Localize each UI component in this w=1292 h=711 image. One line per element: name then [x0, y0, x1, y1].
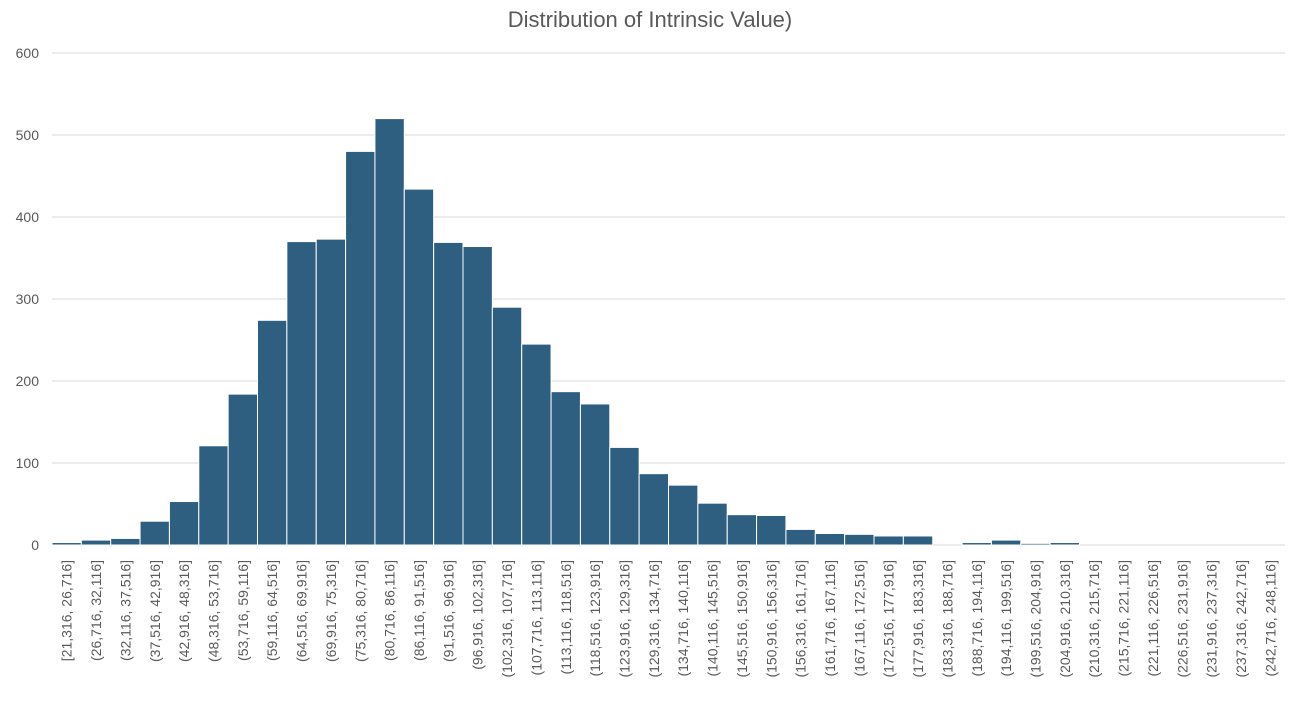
x-tick-label: (96,916, 102,316]	[470, 560, 486, 670]
x-tick-label: (118,516, 123,916]	[587, 560, 603, 677]
x-tick-label: (188,716, 194,116]	[969, 560, 985, 677]
y-tick-label: 300	[16, 291, 40, 307]
x-tick-label: (32,116, 37,516]	[117, 560, 133, 661]
histogram-bar	[961, 542, 992, 546]
bars	[51, 118, 1080, 546]
histogram-bar	[110, 537, 141, 546]
histogram-bar	[873, 535, 904, 546]
x-tick-label: (107,716, 113,116]	[528, 560, 544, 675]
histogram-bar	[668, 484, 699, 546]
x-tick-label: (129,316, 134,716]	[646, 560, 662, 678]
histogram-bar	[844, 533, 875, 546]
x-tick-label: (69,916, 75,316]	[323, 560, 339, 662]
histogram-bar	[1020, 542, 1051, 546]
x-axis-tick-labels: [21,316, 26,716] (26,716, 32,116] (32,116,…	[59, 560, 1279, 678]
x-tick-label: (242,716, 248,116]	[1262, 560, 1278, 677]
x-tick-label: (64,516, 69,916]	[294, 560, 310, 662]
histogram-bar	[345, 150, 376, 546]
histogram-bar	[1049, 542, 1080, 546]
x-tick-label: (145,516, 150,916]	[734, 560, 750, 678]
x-tick-label: (134,716, 140,116]	[675, 560, 691, 677]
histogram-bar	[902, 535, 934, 546]
x-tick-label: (75,316, 80,716]	[352, 560, 368, 662]
histogram-bar	[609, 446, 640, 546]
histogram-bar	[814, 533, 846, 546]
x-tick-label: (123,916, 129,316]	[616, 560, 632, 678]
x-tick-label: (59,116, 64,516]	[264, 560, 280, 661]
x-tick-label: (26,716, 32,116]	[88, 560, 104, 661]
x-tick-label: (156,316, 161,716]	[793, 560, 809, 678]
histogram-bar	[403, 188, 435, 546]
histogram-bar	[726, 514, 758, 546]
x-tick-label: (91,516, 96,916]	[440, 560, 456, 662]
x-tick-label: (42,916, 48,316]	[176, 560, 192, 662]
x-tick-label: (226,516, 231,916]	[1174, 560, 1190, 678]
x-tick-label: (210,316, 215,716]	[1086, 560, 1102, 678]
x-tick-label: (215,716, 221,116]	[1116, 560, 1132, 677]
x-tick-label: (172,516, 177,916]	[881, 560, 897, 678]
y-axis-tick-labels: 0 100 200 300 400 500 600	[16, 45, 40, 553]
histogram-bar	[697, 502, 728, 546]
histogram-bar	[579, 403, 611, 546]
histogram-bar	[462, 246, 493, 546]
x-tick-label: (167,116, 172,516]	[851, 560, 867, 677]
x-tick-label: (204,916, 210,316]	[1057, 560, 1073, 678]
y-tick-label: 100	[16, 455, 40, 471]
histogram-bar	[491, 306, 523, 546]
histogram-bar	[139, 520, 170, 546]
y-tick-label: 400	[16, 209, 40, 225]
histogram-bar	[756, 514, 787, 546]
x-tick-label: (199,516, 204,916]	[1027, 560, 1043, 678]
x-tick-label: (150,916, 156,316]	[763, 560, 779, 678]
histogram-bar	[51, 542, 82, 546]
histogram-bar	[168, 501, 200, 546]
histogram-bar	[785, 528, 816, 546]
histogram-bar	[257, 319, 288, 546]
histogram-bar	[433, 241, 464, 546]
histogram-bar	[286, 241, 317, 546]
histogram-bar	[550, 391, 581, 546]
y-tick-label: 200	[16, 373, 40, 389]
histogram-bar	[521, 343, 552, 546]
histogram-bar	[374, 118, 405, 546]
y-tick-label: 600	[16, 45, 40, 61]
x-tick-label: (194,116, 199,516]	[998, 560, 1014, 677]
y-tick-label: 500	[16, 127, 40, 143]
histogram-bar	[315, 238, 347, 546]
x-tick-label: (80,716, 86,116]	[382, 560, 398, 661]
x-tick-label: (237,316, 242,716]	[1233, 560, 1249, 678]
histogram-bar	[198, 445, 229, 546]
x-tick-label: (221,116, 226,516]	[1145, 560, 1161, 677]
x-tick-label: (183,316, 188,716]	[939, 560, 955, 678]
x-tick-label: (37,516, 42,916]	[147, 560, 163, 662]
y-tick-label: 0	[31, 537, 39, 553]
x-tick-label: (161,716, 167,116]	[822, 560, 838, 677]
x-tick-label: [21,316, 26,716]	[59, 560, 75, 661]
histogram-bar	[227, 393, 258, 546]
x-tick-label: (140,116, 145,516]	[705, 560, 721, 677]
x-tick-label: (113,116, 118,516]	[558, 560, 574, 674]
histogram-bar	[80, 539, 112, 546]
x-tick-label: (53,716, 59,116]	[235, 560, 251, 661]
histogram-bar	[638, 473, 670, 546]
x-tick-label: (231,916, 237,316]	[1204, 560, 1220, 678]
x-tick-label: (48,316, 53,716]	[205, 560, 221, 662]
x-tick-label: (102,316, 107,716]	[499, 560, 515, 678]
chart-title: Distribution of Intrinsic Value)	[508, 7, 793, 32]
histogram-bar	[990, 539, 1022, 546]
x-tick-label: (177,916, 183,316]	[910, 560, 926, 678]
x-tick-label: (86,116, 91,516]	[411, 560, 427, 661]
